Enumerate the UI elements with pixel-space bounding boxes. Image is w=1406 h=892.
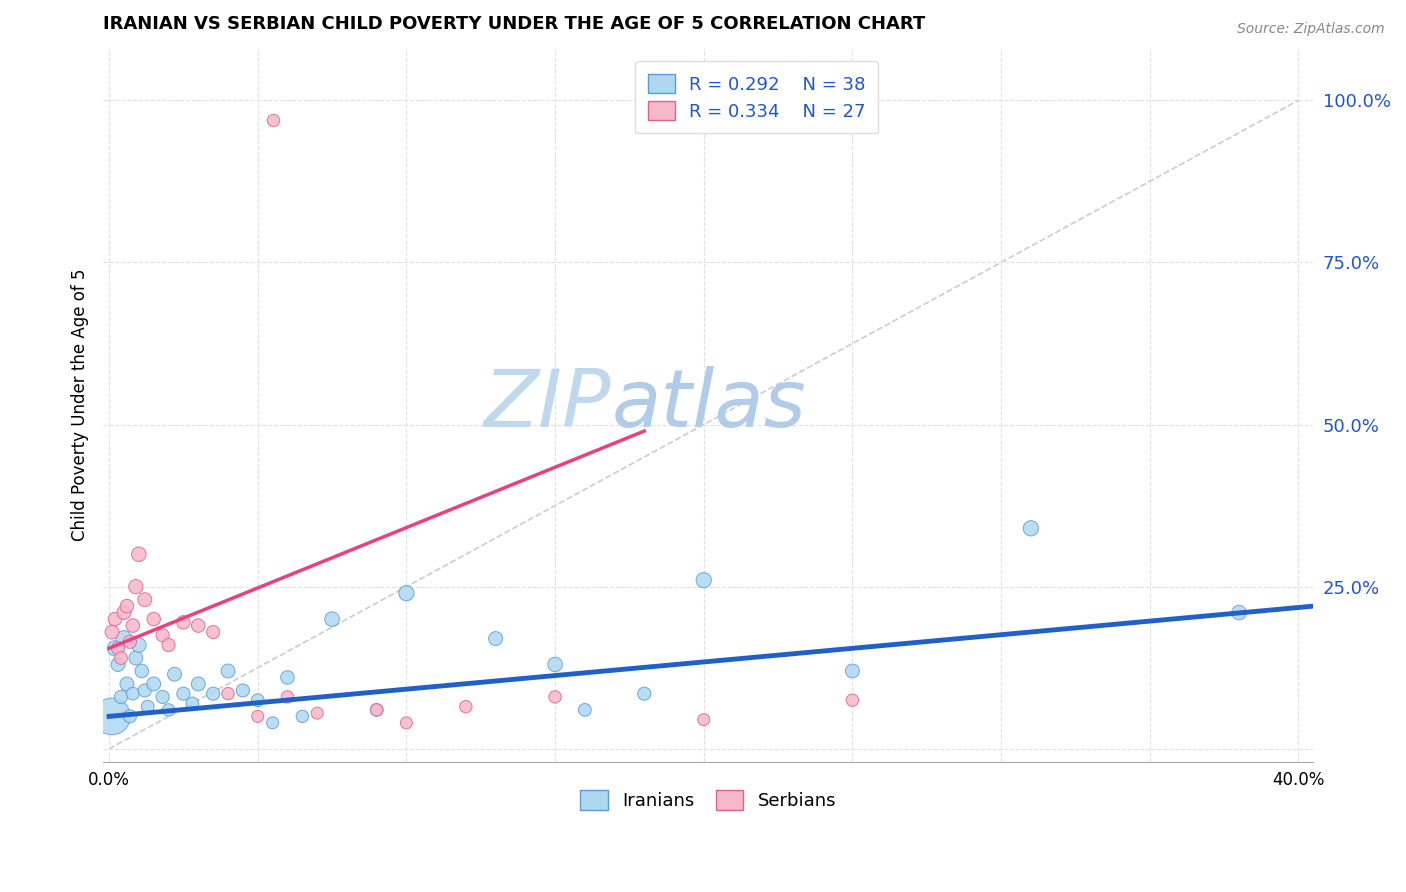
Point: [187, 618, 209, 632]
Point: [276, 690, 298, 704]
Point: [841, 664, 863, 678]
Text: IRANIAN VS SERBIAN CHILD POVERTY UNDER THE AGE OF 5 CORRELATION CHART: IRANIAN VS SERBIAN CHILD POVERTY UNDER T…: [103, 15, 925, 33]
Point: [1227, 606, 1250, 620]
Point: [110, 651, 132, 665]
Point: [181, 697, 204, 711]
Point: [142, 677, 165, 691]
Point: [121, 618, 143, 632]
Point: [163, 667, 186, 681]
Point: [101, 625, 124, 640]
Point: [118, 635, 141, 649]
Point: [136, 699, 159, 714]
Point: [112, 632, 135, 646]
Point: [157, 703, 180, 717]
Point: [574, 703, 596, 717]
Point: [202, 625, 225, 640]
Legend: Iranians, Serbians: Iranians, Serbians: [574, 782, 844, 817]
Point: [107, 641, 129, 656]
Text: Source: ZipAtlas.com: Source: ZipAtlas.com: [1237, 22, 1385, 37]
Point: [232, 683, 254, 698]
Point: [115, 599, 138, 614]
Point: [395, 586, 418, 600]
Point: [187, 677, 209, 691]
Point: [101, 709, 124, 723]
Point: [128, 638, 150, 652]
Point: [172, 615, 194, 630]
Point: [104, 641, 127, 656]
Point: [246, 709, 269, 723]
Point: [115, 677, 138, 691]
Point: [142, 612, 165, 626]
Point: [366, 703, 388, 717]
Point: [157, 638, 180, 652]
Point: [484, 632, 506, 646]
Point: [262, 715, 284, 730]
Point: [395, 715, 418, 730]
Point: [321, 612, 343, 626]
Point: [366, 703, 388, 717]
Point: [544, 657, 567, 672]
Point: [1019, 521, 1042, 535]
Point: [134, 683, 156, 698]
Point: [276, 670, 298, 684]
Point: [110, 690, 132, 704]
Point: [217, 687, 239, 701]
Point: [152, 690, 174, 704]
Point: [131, 664, 153, 678]
Text: atlas: atlas: [612, 366, 806, 444]
Point: [172, 687, 194, 701]
Point: [217, 664, 239, 678]
Point: [246, 693, 269, 707]
Point: [125, 651, 148, 665]
Point: [134, 592, 156, 607]
Point: [104, 612, 127, 626]
Point: [693, 573, 716, 587]
Text: ZIP: ZIP: [484, 366, 612, 444]
Point: [118, 709, 141, 723]
Point: [152, 628, 174, 642]
Point: [107, 657, 129, 672]
Point: [454, 699, 477, 714]
Point: [693, 713, 716, 727]
Point: [112, 606, 135, 620]
Y-axis label: Child Poverty Under the Age of 5: Child Poverty Under the Age of 5: [72, 268, 89, 541]
Point: [307, 706, 329, 720]
Point: [544, 690, 567, 704]
Point: [841, 693, 863, 707]
Point: [262, 112, 284, 127]
Point: [121, 687, 143, 701]
Point: [128, 547, 150, 561]
Point: [633, 687, 655, 701]
Point: [291, 709, 314, 723]
Point: [202, 687, 225, 701]
Point: [125, 580, 148, 594]
